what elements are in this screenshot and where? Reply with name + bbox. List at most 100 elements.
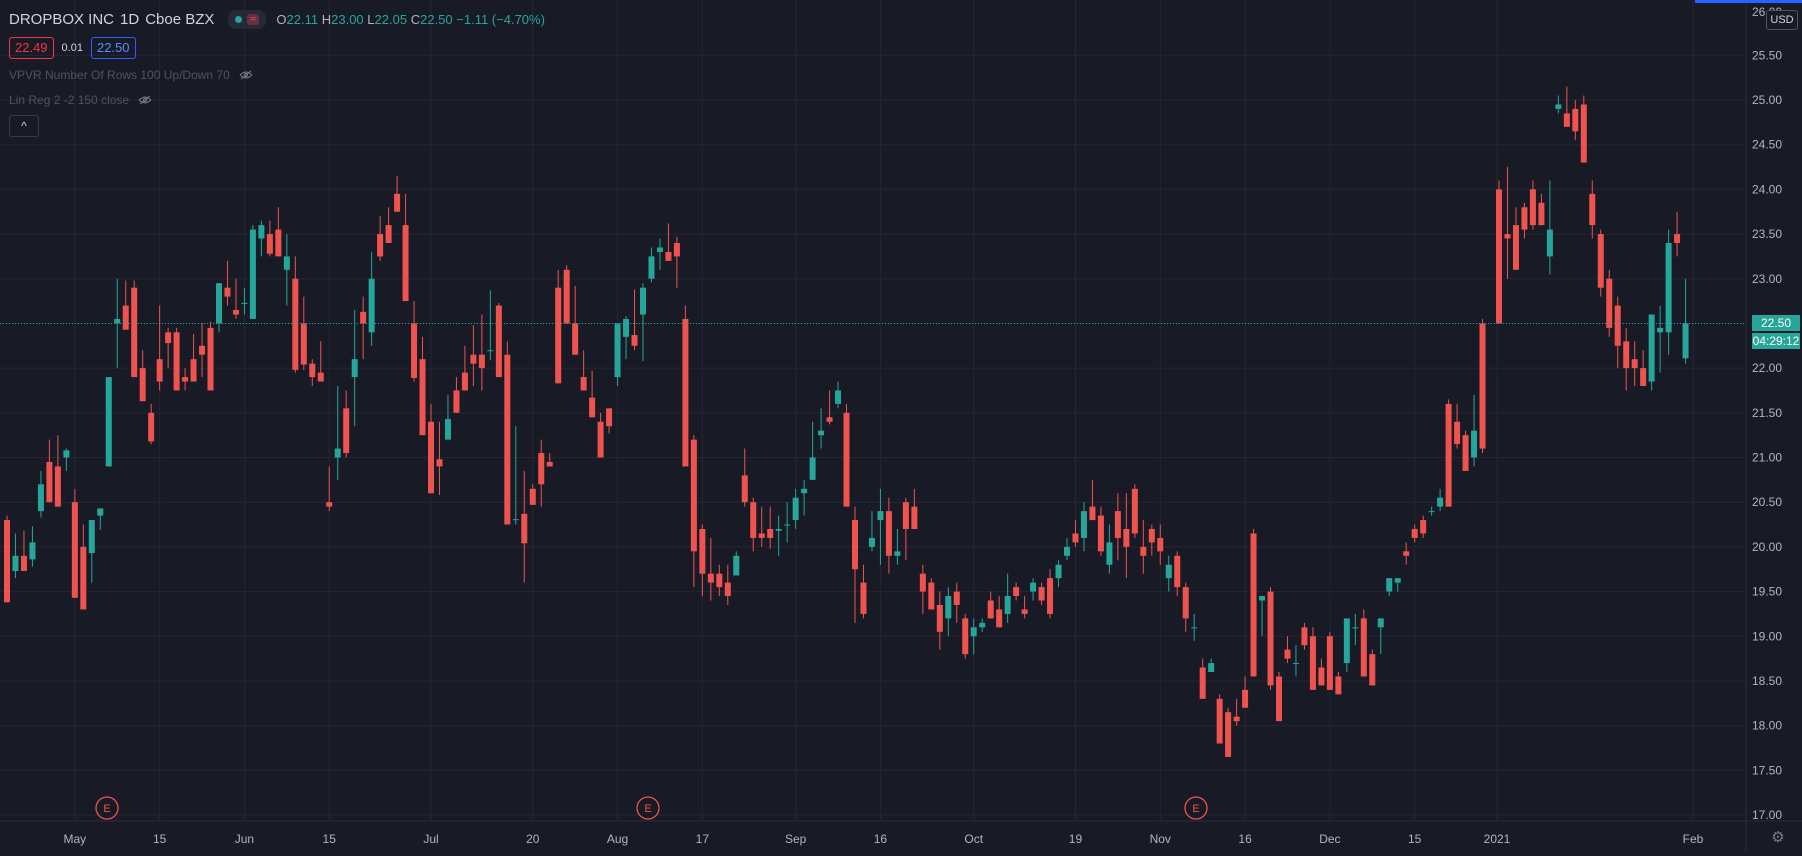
candle[interactable] — [1411, 529, 1418, 538]
candle[interactable] — [1047, 578, 1054, 614]
candle[interactable] — [411, 323, 418, 378]
candle[interactable] — [1174, 555, 1181, 588]
currency-badge[interactable]: USD — [1766, 10, 1798, 30]
candle[interactable] — [249, 229, 256, 319]
candle[interactable] — [690, 439, 697, 552]
candle[interactable] — [470, 354, 477, 364]
candle[interactable] — [809, 457, 816, 480]
candle[interactable] — [385, 225, 392, 243]
candle[interactable] — [1131, 488, 1138, 534]
candle[interactable] — [818, 430, 825, 436]
candle[interactable] — [1259, 596, 1266, 601]
candle[interactable] — [436, 459, 443, 467]
candle[interactable] — [665, 251, 672, 261]
candle[interactable] — [309, 363, 316, 378]
candle[interactable] — [1225, 712, 1232, 757]
candle[interactable] — [538, 453, 545, 485]
candle[interactable] — [1631, 359, 1638, 369]
candle[interactable] — [428, 421, 434, 494]
candle[interactable] — [614, 323, 621, 378]
earnings-marker-icon[interactable] — [1184, 796, 1208, 820]
buy-price-button[interactable]: 22.50 — [90, 37, 136, 59]
candle[interactable] — [114, 318, 121, 324]
candle[interactable] — [826, 417, 833, 422]
candle[interactable] — [283, 256, 290, 270]
candle[interactable] — [495, 305, 502, 378]
candle[interactable] — [1352, 627, 1359, 629]
candle[interactable] — [996, 609, 1003, 628]
candle[interactable] — [122, 305, 129, 330]
candle[interactable] — [656, 247, 663, 252]
candle[interactable] — [572, 323, 579, 355]
candle[interactable] — [80, 546, 87, 610]
candle[interactable] — [1648, 314, 1655, 382]
candle[interactable] — [877, 511, 884, 521]
candle[interactable] — [936, 604, 943, 632]
candle[interactable] — [1555, 104, 1562, 109]
candle[interactable] — [419, 359, 426, 436]
candle[interactable] — [555, 287, 562, 384]
candle[interactable] — [750, 502, 757, 538]
candle[interactable] — [928, 582, 935, 610]
candle[interactable] — [478, 354, 485, 369]
candle[interactable] — [1292, 663, 1299, 665]
candle[interactable] — [1182, 587, 1189, 619]
candle[interactable] — [444, 419, 451, 440]
candle[interactable] — [207, 327, 214, 391]
candle[interactable] — [792, 497, 799, 521]
candle[interactable] — [640, 287, 646, 315]
candle[interactable] — [1216, 698, 1223, 744]
candle[interactable] — [1597, 234, 1604, 288]
candle[interactable] — [54, 466, 61, 507]
candle[interactable] — [1360, 618, 1367, 677]
candle[interactable] — [4, 520, 10, 603]
candle[interactable] — [1276, 676, 1282, 722]
candle[interactable] — [1199, 667, 1206, 699]
candle[interactable] — [1529, 189, 1536, 226]
candle[interactable] — [885, 511, 892, 556]
candle[interactable] — [1479, 323, 1486, 449]
candle[interactable] — [1140, 546, 1147, 556]
candle[interactable] — [1004, 596, 1011, 614]
candle[interactable] — [962, 618, 969, 655]
candle[interactable] — [521, 513, 528, 544]
candle[interactable] — [71, 502, 78, 598]
candle[interactable] — [953, 591, 960, 605]
candle[interactable] — [1614, 305, 1621, 346]
candle[interactable] — [326, 502, 333, 507]
chevron-up-icon[interactable]: ^ — [9, 115, 39, 137]
candle[interactable] — [1580, 104, 1587, 163]
eye-crossed-icon[interactable] — [238, 70, 254, 80]
candle[interactable] — [343, 408, 350, 454]
candle[interactable] — [1403, 551, 1410, 556]
candle[interactable] — [1377, 618, 1384, 628]
candle[interactable] — [1665, 243, 1672, 333]
candle[interactable] — [368, 278, 375, 333]
candle[interactable] — [1097, 515, 1104, 552]
candle[interactable] — [165, 332, 172, 344]
candle[interactable] — [1445, 403, 1452, 507]
candle[interactable] — [1030, 582, 1037, 592]
candle[interactable] — [105, 377, 112, 467]
candle[interactable] — [911, 506, 918, 529]
candle[interactable] — [360, 311, 367, 324]
candle[interactable] — [1343, 618, 1350, 664]
candle[interactable] — [63, 450, 70, 458]
candle[interactable] — [1496, 189, 1502, 324]
candle[interactable] — [631, 335, 638, 346]
candle[interactable] — [1640, 368, 1647, 386]
candle[interactable] — [46, 461, 53, 503]
sell-price-button[interactable]: 22.49 — [9, 37, 54, 59]
candle[interactable] — [1657, 327, 1664, 333]
candle[interactable] — [741, 475, 748, 503]
candle[interactable] — [1504, 234, 1511, 239]
candle[interactable] — [1021, 609, 1028, 614]
candle[interactable] — [1191, 627, 1198, 629]
candle[interactable] — [1267, 591, 1274, 686]
candle[interactable] — [139, 368, 146, 402]
candle[interactable] — [945, 596, 952, 619]
candle[interactable] — [1072, 533, 1079, 543]
candle[interactable] — [1318, 667, 1325, 686]
